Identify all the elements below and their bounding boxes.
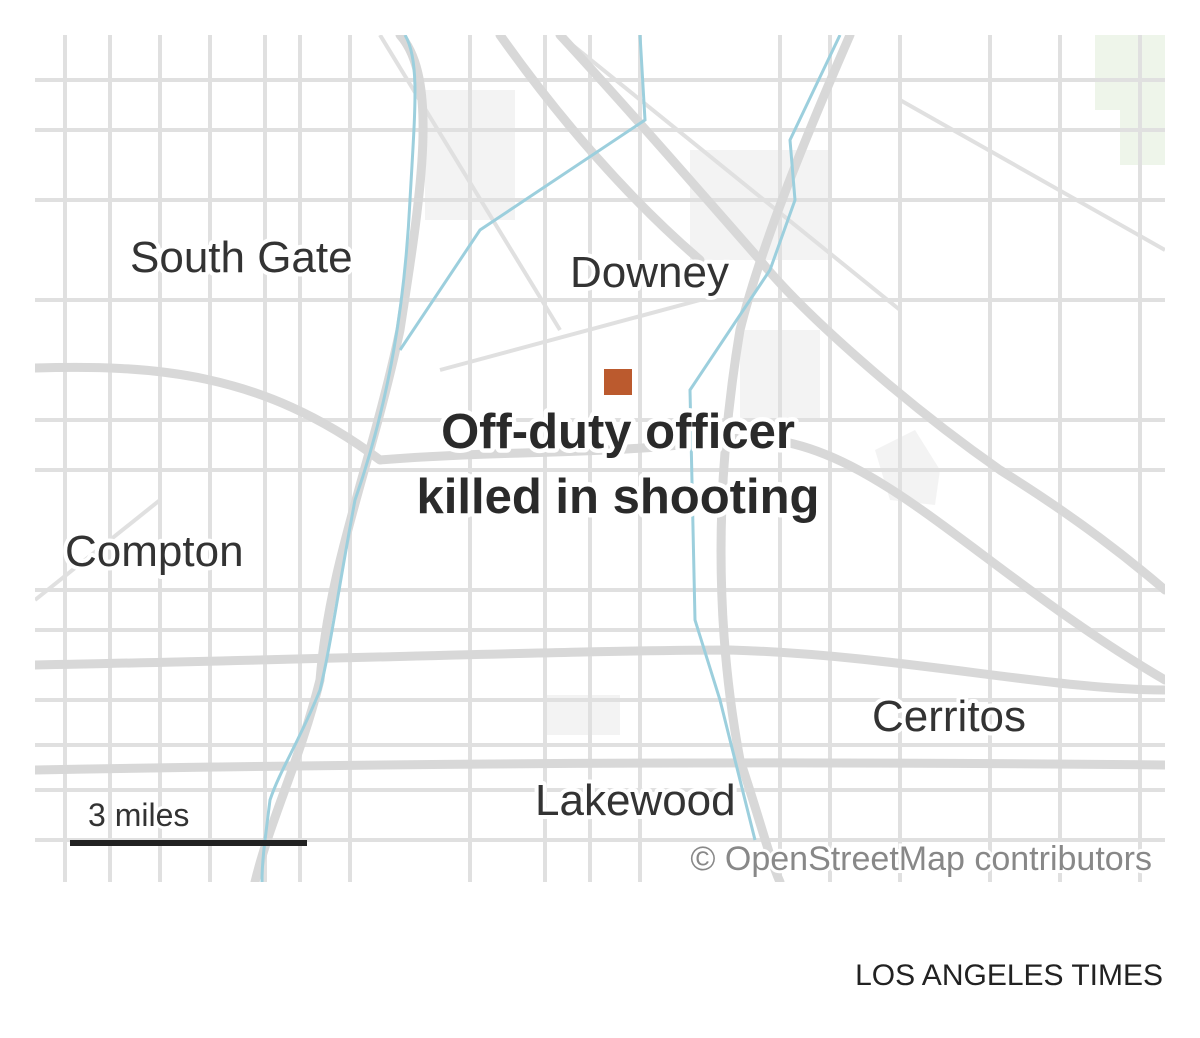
incident-marker (604, 369, 632, 395)
credit: LOS ANGELES TIMES (855, 959, 1163, 992)
place-label: South Gate (130, 233, 353, 282)
place-label: Lakewood (535, 776, 736, 825)
place-label: Downey (570, 248, 729, 297)
scale-bar (70, 840, 307, 846)
map: South Gate Downey Compton Cerritos Lakew… (35, 35, 1165, 882)
place-label: Compton (65, 527, 244, 576)
attribution: © OpenStreetMap contributors (690, 840, 1152, 878)
place-label: Cerritos (872, 692, 1026, 741)
rivers (260, 35, 842, 882)
highways (35, 35, 1165, 882)
headline: killed in shooting (417, 470, 820, 524)
scale-label: 3 miles (88, 797, 189, 833)
headline: Off-duty officer (441, 405, 795, 459)
